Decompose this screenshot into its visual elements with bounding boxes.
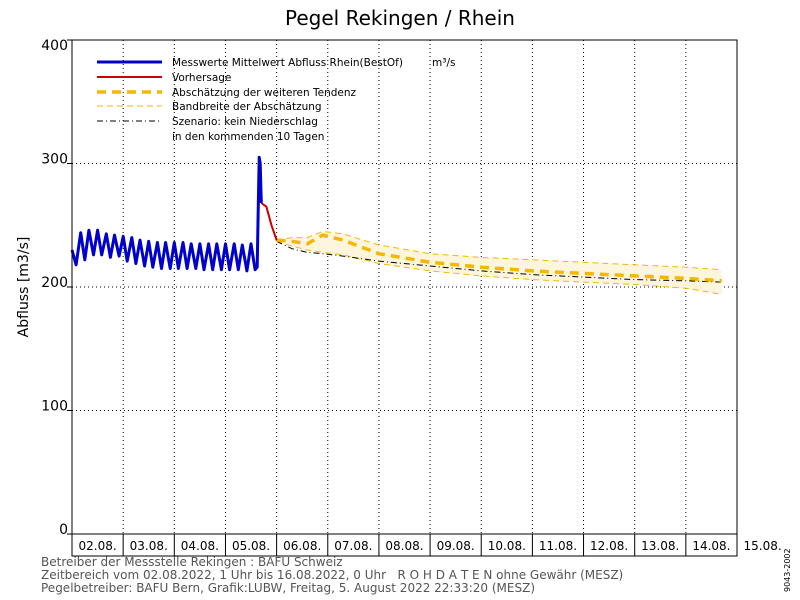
legend-scenario-label: Szenario: kein Niederschlag [172,116,318,128]
series-scenario-line [276,240,722,283]
legend-note: in den kommenden 10 Tagen [172,131,324,143]
x-tick-label: 09.08. [437,539,475,553]
series-forecast-line [260,202,278,241]
x-tick-label: 10.08. [488,539,526,553]
x-tick-label: 12.08. [590,539,628,553]
footer-operator: Betreiber der Messstelle Rekingen : BAFU… [41,555,343,569]
y-tick-label: 200 [41,275,68,291]
footer-graphic-credit: Pegelbetreiber: BAFU Bern, Grafik:LUBW, … [41,581,536,595]
legend-band-label: Bandbreite der Abschätzung [172,101,322,113]
y-tick-label: 100 [41,399,68,415]
legend-measured-label: Messwerte Mittelwert Abfluss Rhein(BestO… [172,57,403,69]
y-tick-label: 0 [59,522,68,538]
x-tick-label: 13.08. [641,539,679,553]
y-axis-label: Abfluss [m3/s] [16,237,32,338]
series-measured-line [70,155,263,273]
x-tick-label: 15.08. [743,539,781,553]
x-tick-label: 02.08. [78,539,116,553]
legend-unit: m³/s [432,57,455,69]
x-tick-label: 07.08. [334,539,372,553]
x-tick-label: 08.08. [385,539,423,553]
x-tick-label: 11.08. [539,539,577,553]
y-tick-label: 400 [41,38,68,54]
x-tick-label: 05.08. [232,539,270,553]
x-tick-label: 03.08. [130,539,168,553]
graphic-code: 9043-2002 [783,548,792,592]
series-band-lower-line [276,240,722,295]
series-tendency-line [276,233,722,283]
x-tick-label: 14.08. [692,539,730,553]
x-tick-label: 04.08. [181,539,219,553]
band-area [276,231,722,295]
legend-forecast-label: Vorhersage [172,72,231,84]
legend-tendency-label: Abschätzung der weiteren Tendenz [172,87,357,99]
y-tick-label: 300 [41,152,68,168]
footer-time-range: Zeitbereich vom 02.08.2022, 1 Uhr bis 16… [41,568,624,582]
x-tick-label: 06.08. [283,539,321,553]
series-band-upper-line [276,230,722,271]
chart-title: Pegel Rekingen / Rhein [285,6,515,30]
